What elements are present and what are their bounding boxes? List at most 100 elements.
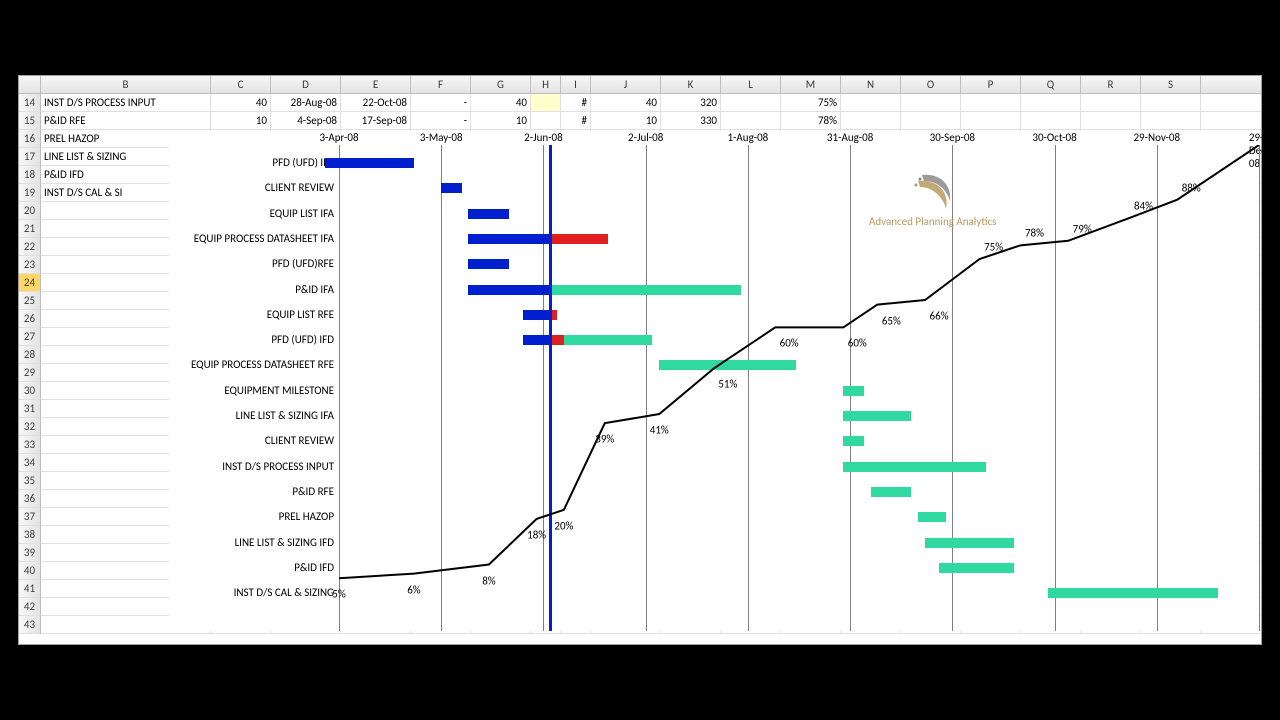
- row-header-18[interactable]: 18: [19, 166, 41, 184]
- column-header-N[interactable]: N: [841, 76, 901, 93]
- cell-K14[interactable]: 320: [661, 94, 721, 111]
- cell-D15[interactable]: 4-Sep-08: [271, 112, 341, 129]
- column-header-P[interactable]: P: [961, 76, 1021, 93]
- row-15: P&ID RFE104-Sep-0817-Sep-08-10#1033078%: [41, 112, 1261, 130]
- cell-G14[interactable]: 40: [471, 94, 531, 111]
- column-header-R[interactable]: R: [1081, 76, 1141, 93]
- cell-R15[interactable]: [1081, 112, 1141, 129]
- row-header-24[interactable]: 24: [19, 274, 41, 292]
- gridline: [1157, 145, 1158, 631]
- column-header-I[interactable]: I: [561, 76, 591, 93]
- gantt-bar: [468, 259, 509, 269]
- cell-Q14[interactable]: [1021, 94, 1081, 111]
- cell-C15[interactable]: 10: [211, 112, 271, 129]
- cell-M14[interactable]: 75%: [781, 94, 841, 111]
- row-header-17[interactable]: 17: [19, 148, 41, 166]
- cell-Q15[interactable]: [1021, 112, 1081, 129]
- curve-point-label: 18%: [527, 528, 546, 541]
- curve-point-label: 78%: [1025, 227, 1044, 240]
- cell-I15[interactable]: #: [561, 112, 591, 129]
- row-header-29[interactable]: 29: [19, 364, 41, 382]
- cell-P15[interactable]: [961, 112, 1021, 129]
- cell-L14[interactable]: [721, 94, 781, 111]
- column-header-D[interactable]: D: [271, 76, 341, 93]
- cell-G15[interactable]: 10: [471, 112, 531, 129]
- row-header-32[interactable]: 32: [19, 418, 41, 436]
- task-label: INST D/S PROCESS INPUT: [169, 461, 334, 473]
- cell-I14[interactable]: #: [561, 94, 591, 111]
- row-header-34[interactable]: 34: [19, 454, 41, 472]
- cell-S15[interactable]: [1141, 112, 1201, 129]
- row-header-37[interactable]: 37: [19, 508, 41, 526]
- select-all-corner[interactable]: [19, 76, 41, 93]
- column-header-K[interactable]: K: [661, 76, 721, 93]
- cell-C14[interactable]: 40: [211, 94, 271, 111]
- row-header-33[interactable]: 33: [19, 436, 41, 454]
- column-header-M[interactable]: M: [781, 76, 841, 93]
- column-header-Q[interactable]: Q: [1021, 76, 1081, 93]
- row-header-31[interactable]: 31: [19, 400, 41, 418]
- row-header-21[interactable]: 21: [19, 220, 41, 238]
- cell-D14[interactable]: 28-Aug-08: [271, 94, 341, 111]
- column-header-F[interactable]: F: [411, 76, 471, 93]
- cell-H14[interactable]: [531, 94, 561, 111]
- cell-B14[interactable]: INST D/S PROCESS INPUT: [41, 94, 211, 111]
- curve-point-label: 5%: [332, 588, 345, 601]
- cell-E14[interactable]: 22-Oct-08: [341, 94, 411, 111]
- row-header-22[interactable]: 22: [19, 238, 41, 256]
- curve-point-label: 41%: [650, 424, 669, 437]
- column-header-H[interactable]: H: [531, 76, 561, 93]
- cell-F15[interactable]: -: [411, 112, 471, 129]
- gantt-bar: [843, 462, 986, 472]
- cell-J14[interactable]: 40: [591, 94, 661, 111]
- column-header-J[interactable]: J: [591, 76, 661, 93]
- row-header-15[interactable]: 15: [19, 112, 41, 130]
- cell-E15[interactable]: 17-Sep-08: [341, 112, 411, 129]
- row-header-39[interactable]: 39: [19, 544, 41, 562]
- xaxis-label: 2-Jun-08: [524, 131, 563, 144]
- cell-O15[interactable]: [901, 112, 961, 129]
- row-header-28[interactable]: 28: [19, 346, 41, 364]
- row-header-42[interactable]: 42: [19, 598, 41, 616]
- cell-R14[interactable]: [1081, 94, 1141, 111]
- row-header-43[interactable]: 43: [19, 616, 41, 634]
- cell-P14[interactable]: [961, 94, 1021, 111]
- row-header-35[interactable]: 35: [19, 472, 41, 490]
- row-header-23[interactable]: 23: [19, 256, 41, 274]
- cell-O14[interactable]: [901, 94, 961, 111]
- cell-B15[interactable]: P&ID RFE: [41, 112, 211, 129]
- row-header-40[interactable]: 40: [19, 562, 41, 580]
- cell-H15[interactable]: [531, 112, 561, 129]
- cell-S14[interactable]: [1141, 94, 1201, 111]
- row-header-14[interactable]: 14: [19, 94, 41, 112]
- row-header-36[interactable]: 36: [19, 490, 41, 508]
- column-header-L[interactable]: L: [721, 76, 781, 93]
- row-header-19[interactable]: 19: [19, 184, 41, 202]
- row-header-27[interactable]: 27: [19, 328, 41, 346]
- row-header-26[interactable]: 26: [19, 310, 41, 328]
- row-header-20[interactable]: 20: [19, 202, 41, 220]
- cell-L15[interactable]: [721, 112, 781, 129]
- cell-K15[interactable]: 330: [661, 112, 721, 129]
- cell-N15[interactable]: [841, 112, 901, 129]
- curve-point-label: 100%: [1261, 127, 1280, 140]
- column-header-S[interactable]: S: [1141, 76, 1201, 93]
- row-header-38[interactable]: 38: [19, 526, 41, 544]
- cell-N14[interactable]: [841, 94, 901, 111]
- row-header-30[interactable]: 30: [19, 382, 41, 400]
- row-header-16[interactable]: 16: [19, 130, 41, 148]
- row-header-25[interactable]: 25: [19, 292, 41, 310]
- column-header-E[interactable]: E: [341, 76, 411, 93]
- column-header-G[interactable]: G: [471, 76, 531, 93]
- task-label: PFD (UFD) IFA: [169, 157, 334, 169]
- row-header-41[interactable]: 41: [19, 580, 41, 598]
- column-header-C[interactable]: C: [211, 76, 271, 93]
- gantt-bar: [659, 360, 795, 370]
- cell-F14[interactable]: -: [411, 94, 471, 111]
- cell-J15[interactable]: 10: [591, 112, 661, 129]
- cell-M15[interactable]: 78%: [781, 112, 841, 129]
- column-header-O[interactable]: O: [901, 76, 961, 93]
- column-header-B[interactable]: B: [41, 76, 211, 93]
- gantt-bar: [550, 285, 741, 295]
- xaxis-label: 30-Sep-08: [930, 131, 975, 144]
